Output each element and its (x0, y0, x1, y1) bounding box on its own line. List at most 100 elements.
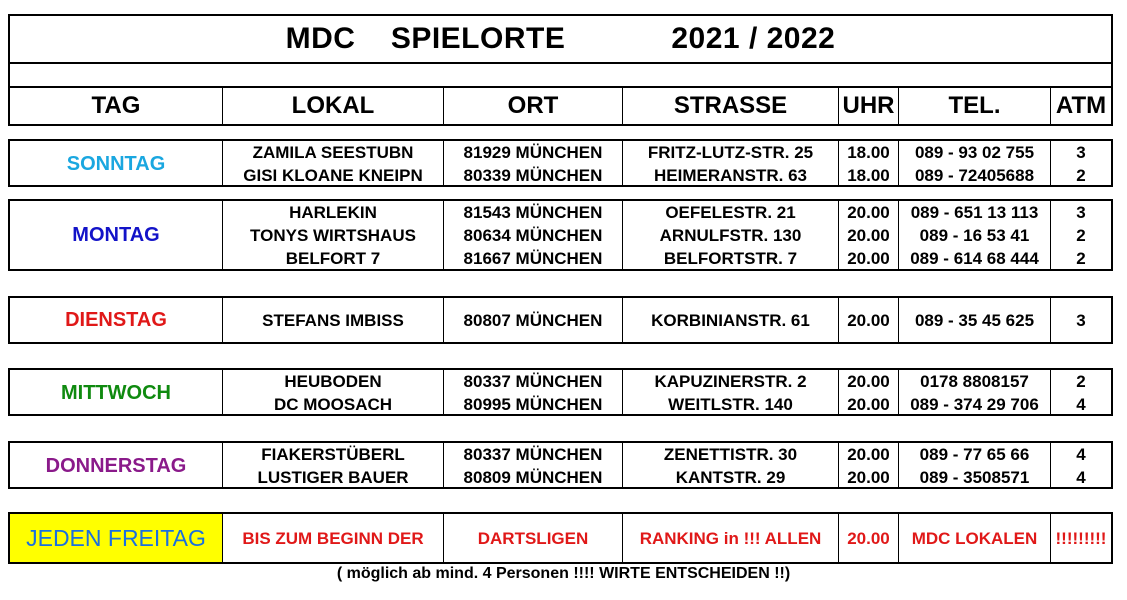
title-gap1 (355, 22, 390, 56)
tel-value: 0178 8808157 (920, 372, 1029, 391)
lokal-cell: ZAMILA SEESTUBN GISI KLOANE KNEIPN (223, 141, 444, 187)
uhr-value: 18.00 (847, 143, 890, 162)
group-mittwoch: MITTWOCH HEUBODEN DC MOOSACH 80337 MÜNCHEN 8… (8, 368, 1113, 416)
title-spacer (8, 64, 1113, 88)
tel-value: 089 - 3508571 (919, 468, 1030, 487)
ort-cell: 80337 MÜNCHEN 80809 MÜNCHEN (444, 443, 623, 489)
lokal-value: STEFANS IMBISS (262, 310, 404, 330)
uhr-value: 20.00 (847, 226, 890, 245)
atm-value: 2 (1076, 166, 1086, 185)
tel-cell: 089 - 93 02 755 089 - 72405688 (899, 141, 1051, 187)
tel-value: 089 - 72405688 (914, 166, 1035, 185)
lokal-value: DC MOOSACH (273, 395, 393, 414)
strasse-value: KANTSTR. 29 (675, 468, 786, 487)
freitag-c2: DARTSLIGEN (444, 514, 623, 562)
tel-cell: 089 - 77 65 66 089 - 3508571 (899, 443, 1051, 489)
uhr-value: 20.00 (847, 445, 890, 464)
title-mdc: MDC (285, 22, 356, 55)
tel-value: 089 - 16 53 41 (919, 226, 1030, 245)
strasse-value: FRITZ-LUTZ-STR. 25 (647, 143, 814, 162)
tel-cell: 089 - 651 13 113 089 - 16 53 41 089 - 614 … (899, 201, 1051, 270)
day-label: SONNTAG (66, 152, 166, 175)
day-cell: DIENSTAG (10, 298, 223, 342)
atm-value: 4 (1076, 468, 1086, 487)
uhr-cell: 18.00 18.00 (839, 141, 899, 187)
atm-value: 3 (1076, 310, 1086, 330)
uhr-cell: 20.00 20.00 20.00 (839, 201, 899, 270)
tel-value: 089 - 35 45 625 (914, 310, 1035, 330)
freitag-c5: MDC LOKALEN (899, 514, 1051, 562)
atm-value: 4 (1076, 395, 1086, 414)
lokal-value: HEUBODEN (284, 372, 382, 391)
atm-cell: 3 (1051, 298, 1111, 342)
uhr-cell: 20.00 (839, 298, 899, 342)
header-tel: TEL. (899, 88, 1051, 124)
tel-value: 089 - 93 02 755 (914, 143, 1035, 162)
tel-value: 089 - 77 65 66 (919, 445, 1030, 464)
ort-value: 81543 MÜNCHEN (463, 203, 603, 222)
ort-cell: 80807 MÜNCHEN (444, 298, 623, 342)
atm-value: 2 (1076, 226, 1086, 245)
strasse-value: ARNULFSTR. 130 (659, 226, 802, 245)
ort-value: 81929 MÜNCHEN (463, 143, 603, 162)
uhr-value: 20.00 (847, 395, 890, 414)
uhr-cell: 20.00 20.00 (839, 370, 899, 416)
strasse-value: BELFORTSTR. 7 (663, 249, 798, 268)
lokal-cell: HEUBODEN DC MOOSACH (223, 370, 444, 416)
group-montag: MONTAG HARLEKIN TONYS WIRTSHAUS BELFORT 7 81… (8, 199, 1113, 271)
strasse-value: OEFELESTR. 21 (665, 203, 796, 222)
freitag-day-label: JEDEN FREITAG (26, 524, 206, 551)
group-sonntag: SONNTAG ZAMILA SEESTUBN GISI KLOANE KNEIPN… (8, 139, 1113, 187)
atm-value: 3 (1076, 143, 1086, 162)
lokal-value: FIAKERSTÜBERL (261, 445, 405, 464)
ort-value: 80339 MÜNCHEN (463, 166, 603, 185)
lokal-value: LUSTIGER BAUER (257, 468, 409, 487)
strasse-value: ZENETTISTR. 30 (663, 445, 798, 464)
header-ort: ORT (444, 88, 623, 124)
freitag-c4: 20.00 (839, 514, 899, 562)
uhr-value: 20.00 (847, 372, 890, 391)
lokal-value: ZAMILA SEESTUBN (252, 143, 414, 162)
group-donnerstag: DONNERSTAG FIAKERSTÜBERL LUSTIGER BAUER 803… (8, 441, 1113, 489)
tel-cell: 0178 8808157 089 - 374 29 706 (899, 370, 1051, 416)
strasse-value: WEITLSTR. 140 (668, 395, 793, 414)
footnote: ( möglich ab mind. 4 Personen !!!! WIRTE… (336, 565, 791, 582)
uhr-cell: 20.00 20.00 (839, 443, 899, 489)
tel-value: 089 - 651 13 113 (910, 203, 1039, 222)
day-label: DONNERSTAG (45, 454, 187, 477)
ort-cell: 81929 MÜNCHEN 80339 MÜNCHEN (444, 141, 623, 187)
title-bar: MDC SPIELORTE 2021 / 2022 (8, 14, 1113, 64)
header-uhr: UHR (839, 88, 899, 124)
freitag-c3: RANKING in !!! ALLEN (623, 514, 839, 562)
ort-value: 81667 MÜNCHEN (463, 249, 603, 268)
group-dienstag: DIENSTAG STEFANS IMBISS 80807 MÜNCHEN KORBI… (8, 296, 1113, 344)
day-cell: SONNTAG (10, 141, 223, 187)
day-label: DIENSTAG (65, 308, 167, 331)
strasse-cell: ZENETTISTR. 30 KANTSTR. 29 (623, 443, 839, 489)
lokal-cell: HARLEKIN TONYS WIRTSHAUS BELFORT 7 (223, 201, 444, 270)
freitag-row: JEDEN FREITAG BIS ZUM BEGINN DER DARTSLI… (8, 512, 1113, 564)
header-strasse: STRASSE (623, 88, 839, 124)
header-tag: TAG (10, 88, 223, 124)
tel-cell: 089 - 35 45 625 (899, 298, 1051, 342)
atm-cell: 3 2 2 (1051, 201, 1111, 270)
tel-value: 089 - 614 68 444 (910, 249, 1039, 268)
lokal-value: TONYS WIRTSHAUS (250, 226, 416, 245)
lokal-value: HARLEKIN (289, 203, 377, 222)
uhr-value: 18.00 (847, 166, 890, 185)
atm-value: 2 (1076, 372, 1086, 391)
uhr-value: 20.00 (847, 203, 890, 222)
strasse-cell: KORBINIANSTR. 61 (623, 298, 839, 342)
day-cell: MITTWOCH (10, 370, 223, 416)
strasse-value: KORBINIANSTR. 61 (651, 310, 810, 330)
strasse-cell: OEFELESTR. 21 ARNULFSTR. 130 BELFORTSTR. 7 (623, 201, 839, 270)
uhr-value: 20.00 (847, 468, 890, 487)
ort-value: 80995 MÜNCHEN (463, 395, 603, 414)
atm-value: 3 (1076, 203, 1086, 222)
atm-value: 2 (1076, 249, 1086, 268)
title-season: 2021 / 2022 (671, 22, 836, 55)
table-header: TAG LOKAL ORT STRASSE UHR TEL. ATM (8, 86, 1113, 126)
ort-value: 80337 MÜNCHEN (463, 445, 603, 464)
